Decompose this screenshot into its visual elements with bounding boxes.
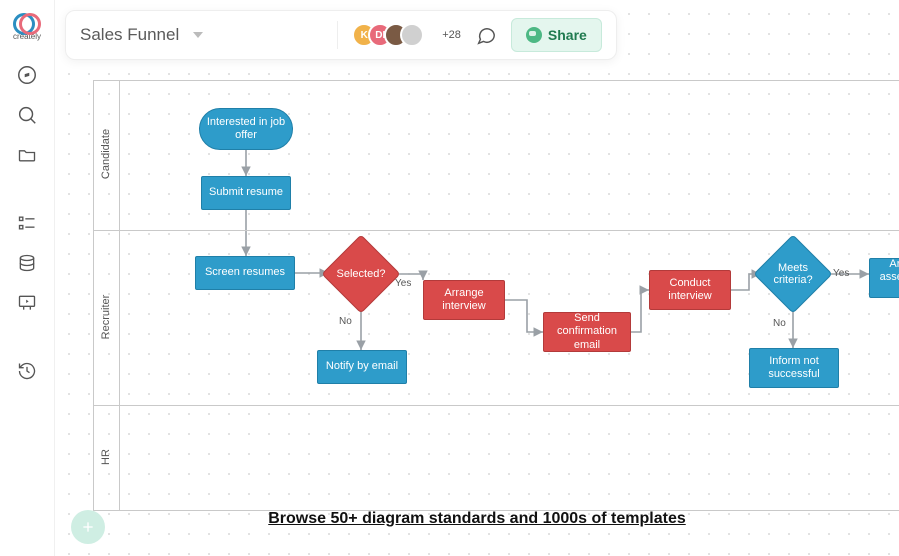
add-fab[interactable] [71,510,105,544]
left-sidebar: creately [0,0,55,556]
doc-title-dropdown[interactable]: Sales Funnel [80,25,323,45]
database-icon[interactable] [16,252,38,274]
edge-label: No [773,318,786,329]
node-interested[interactable]: Interested in job offer [199,108,293,150]
folder-icon[interactable] [16,144,38,166]
compass-icon[interactable] [16,64,38,86]
swimlane-border [93,80,899,81]
presentation-icon[interactable] [16,292,38,314]
main-area: Sales Funnel KDI +28 Share [55,0,899,556]
collaborator-avatars[interactable]: KDI [352,23,424,47]
node-screen[interactable]: Screen resumes [195,256,295,290]
logo-rings-icon [13,13,41,31]
doc-title-text: Sales Funnel [80,25,179,45]
lane-label-candidate: Candidate [100,124,112,184]
edge-label: Yes [833,268,849,279]
connector [631,290,649,332]
node-notify[interactable]: Notify by email [317,350,407,384]
history-icon[interactable] [16,360,38,382]
globe-icon [526,27,542,43]
lane-label-hr: HR [100,427,112,487]
app-root: creately Sales Funnel [0,0,899,556]
share-button[interactable]: Share [511,18,602,52]
extra-collaborator-count: +28 [442,29,461,41]
lane-label-recruiter: Recruiter [100,287,112,347]
node-arrange[interactable]: Arrange interview [423,280,505,320]
share-button-label: Share [548,27,587,43]
list-icon[interactable] [16,212,38,234]
connector [505,300,543,332]
edge-label: Yes [395,278,411,289]
topbar: Sales Funnel KDI +28 Share [65,10,617,60]
swimlane-border [93,230,899,231]
node-meets[interactable]: Meets criteria? [765,246,821,302]
node-selected[interactable]: Selected? [333,246,389,302]
node-sendconf[interactable]: Send confirmation email [543,312,631,352]
logo[interactable]: creately [11,8,43,46]
node-label: Selected? [333,246,389,302]
search-icon[interactable] [16,104,38,126]
comment-icon[interactable] [475,24,497,46]
swimlane-border [119,80,120,510]
chevron-down-icon [193,32,203,38]
diagram-canvas[interactable]: Candidate Recruiter HR Interested in job of… [93,80,899,556]
node-conduct[interactable]: Conduct interview [649,270,731,310]
swimlane-border [93,80,94,510]
node-arrange2[interactable]: Arrange assessment d... [869,258,899,298]
swimlane-border [93,405,899,406]
node-informnot[interactable]: Inform not successful [749,348,839,388]
divider [337,21,338,49]
avatar[interactable] [400,23,424,47]
node-submit[interactable]: Submit resume [201,176,291,210]
node-label: Meets criteria? [765,246,821,302]
browse-templates-link[interactable]: Browse 50+ diagram standards and 1000s o… [55,510,899,528]
edge-label: No [339,316,352,327]
